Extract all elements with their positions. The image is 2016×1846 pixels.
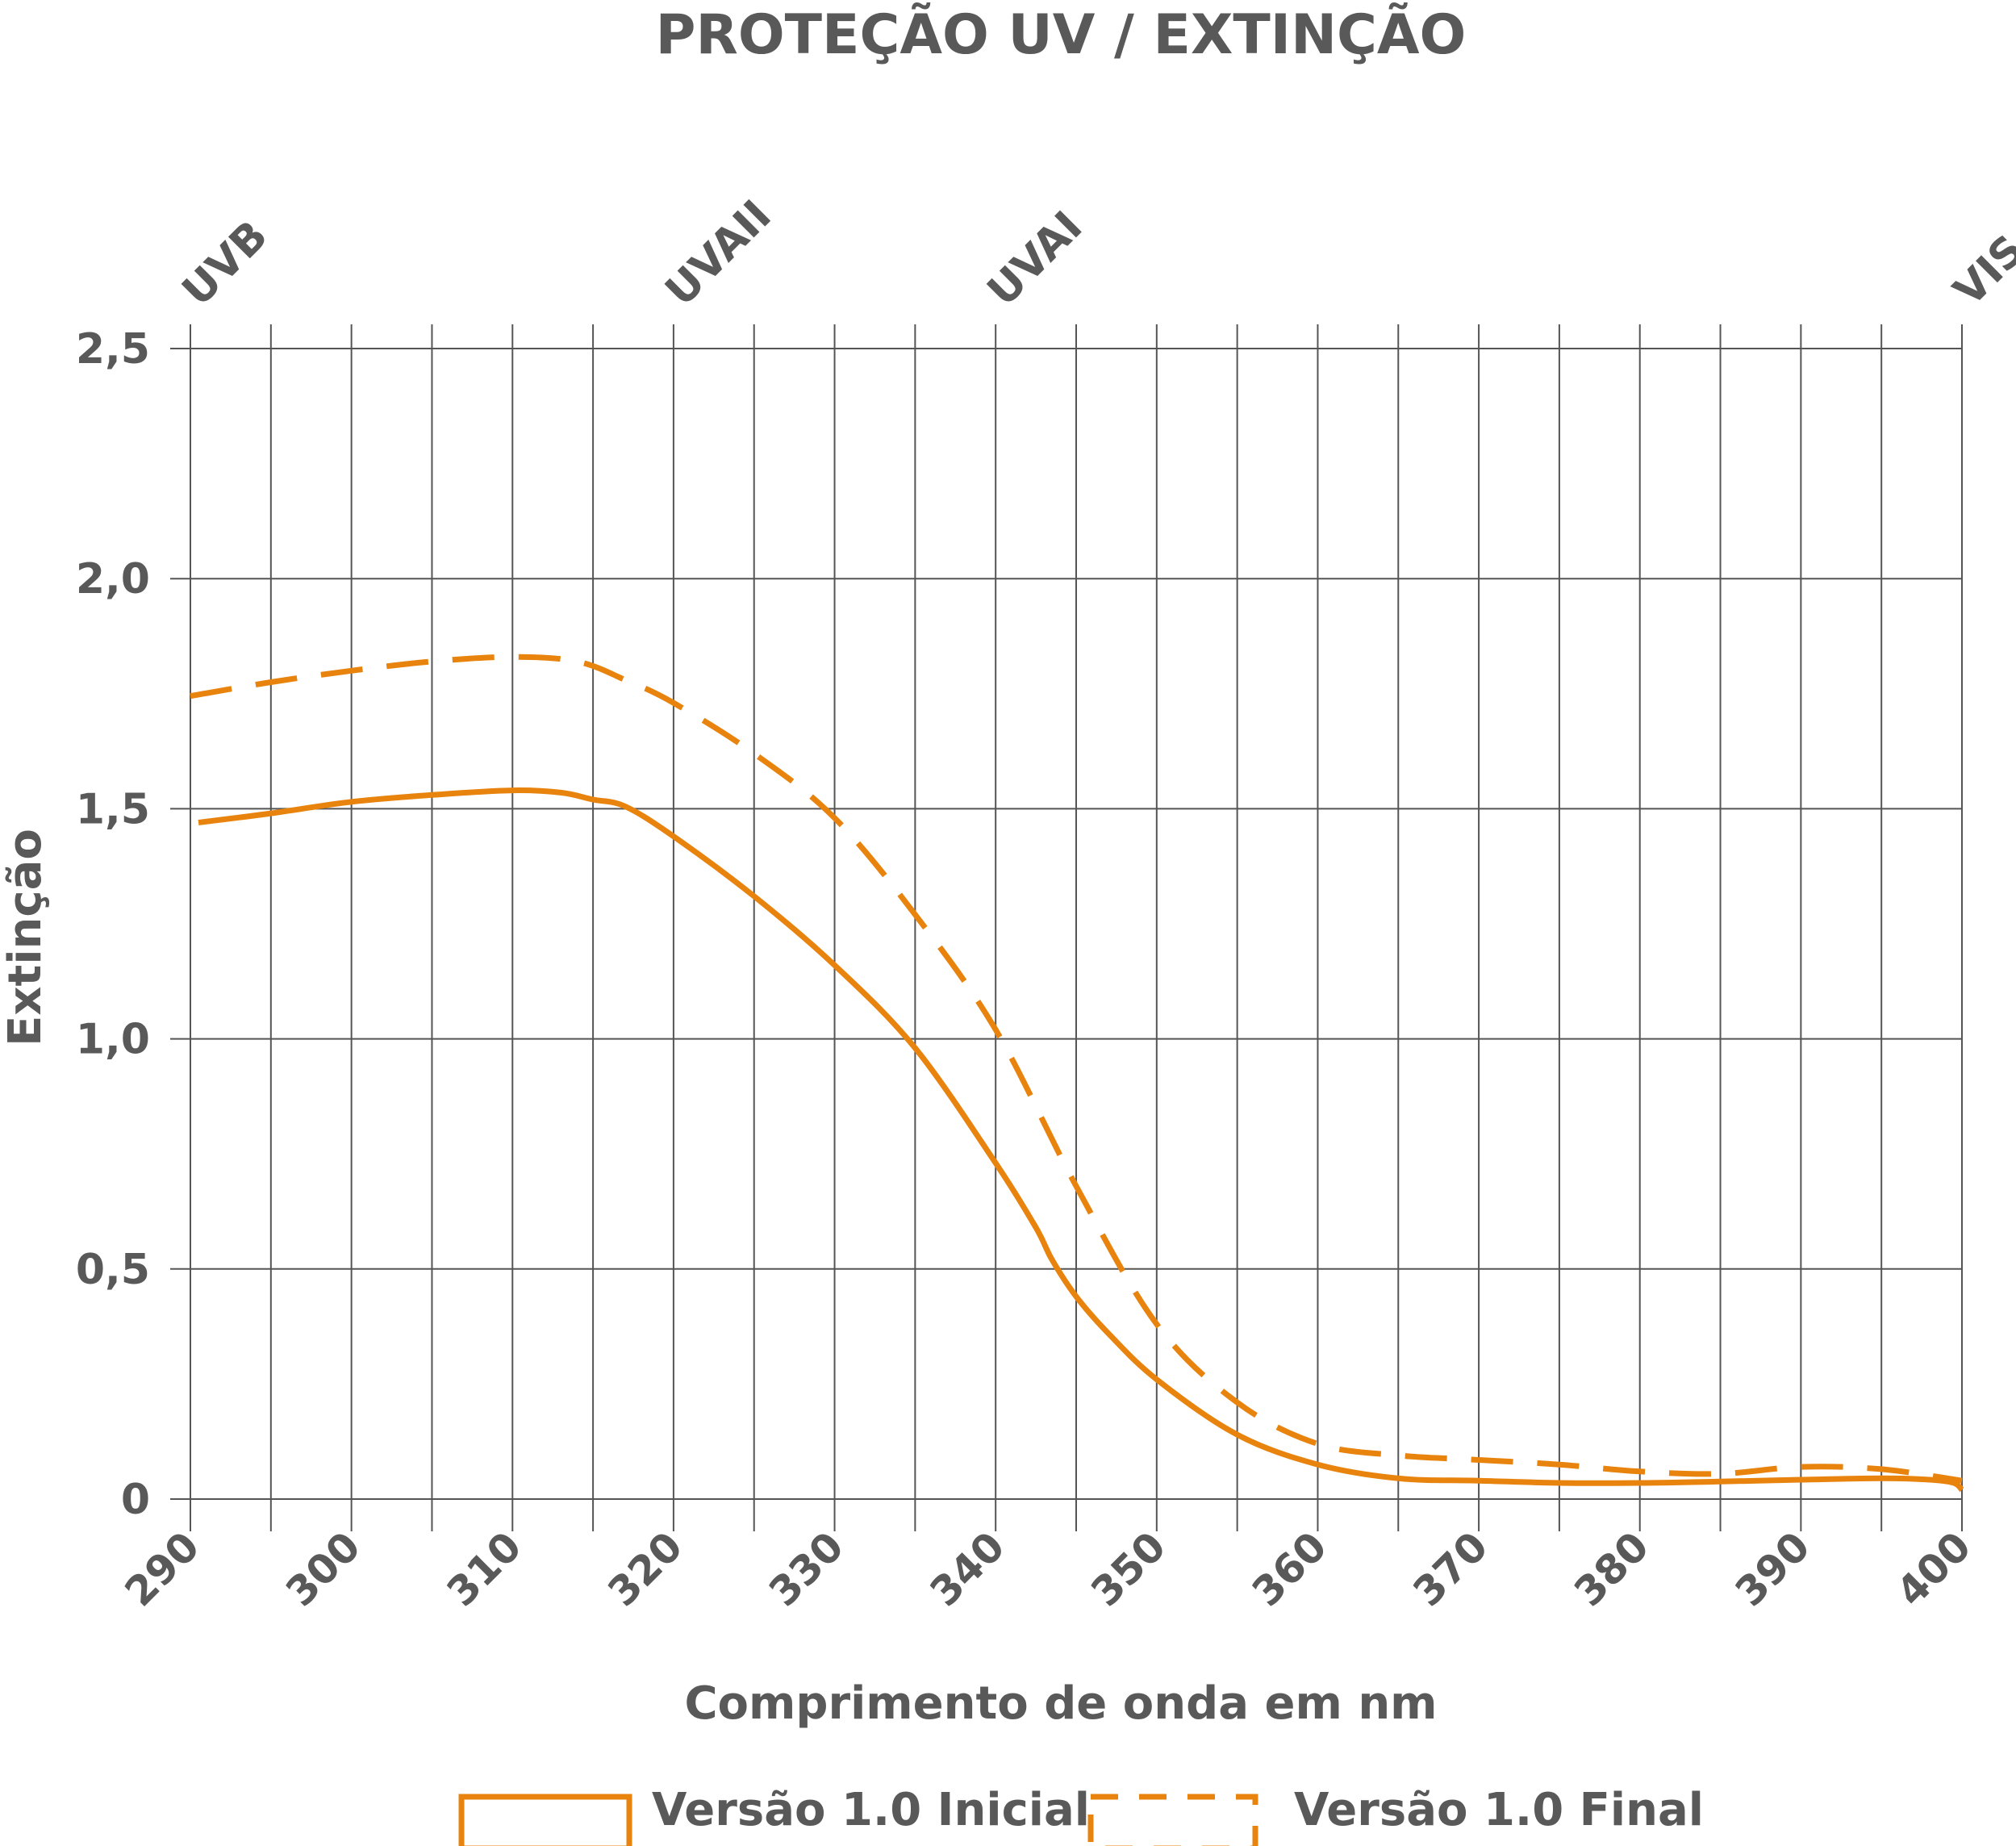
series-layer [190, 654, 1964, 1493]
region-label: UVAI [979, 203, 1091, 315]
grid-major [170, 324, 1963, 1531]
grid-minor [269, 324, 1883, 1531]
series-line-final [190, 654, 1963, 1484]
x-tick-label: 300 [277, 1522, 369, 1615]
x-tick-label: 350 [1082, 1522, 1175, 1615]
legend: Versão 1.0 Inicial Versão 1.0 Final [458, 1784, 1704, 1846]
region-label: UVAII [657, 191, 781, 315]
series-line-initial [198, 787, 1964, 1493]
y-tick-label: 0,5 [76, 1246, 150, 1294]
y-axis-title: Extinção [0, 829, 52, 1046]
x-tick-label: 310 [438, 1522, 531, 1615]
legend-label-final: Versão 1.0 Final [1294, 1784, 1704, 1836]
x-tick-label: 290 [116, 1522, 209, 1615]
x-tick-label: 330 [760, 1522, 853, 1615]
y-tick-label: 1,5 [76, 785, 150, 833]
x-tick-label: 340 [921, 1522, 1014, 1615]
legend-label-initial: Versão 1.0 Inicial [652, 1784, 1090, 1836]
y-tick-label: 2,5 [76, 325, 150, 374]
x-tick-label: 360 [1243, 1522, 1336, 1615]
y-tick-label: 1,0 [76, 1016, 150, 1064]
legend-swatch-final [1087, 1794, 1258, 1846]
y-tick-labels: 0 0,5 1,0 1,5 2,0 2,5 [76, 325, 150, 1524]
x-tick-label: 390 [1726, 1522, 1819, 1615]
y-tick-label: 0 [121, 1476, 150, 1524]
chart-title: PROTEÇÃO UV / EXTINÇÃO [656, 2, 1467, 67]
region-label: UVB [173, 211, 278, 315]
legend-swatch-initial [458, 1794, 632, 1846]
region-labels: UVB UVAII UVAI VIS [173, 191, 2016, 315]
y-tick-label: 2,0 [76, 555, 150, 604]
x-tick-label: 400 [1888, 1522, 1981, 1615]
x-tick-labels: 290 300 310 320 330 340 350 360 370 380 390 400 [116, 1522, 1981, 1615]
x-axis-title: Comprimento de onda em nm [684, 1677, 1437, 1730]
region-label: VIS [1945, 226, 2016, 315]
x-tick-label: 370 [1405, 1522, 1497, 1615]
x-tick-label: 320 [599, 1522, 692, 1615]
x-tick-label: 380 [1565, 1522, 1658, 1615]
